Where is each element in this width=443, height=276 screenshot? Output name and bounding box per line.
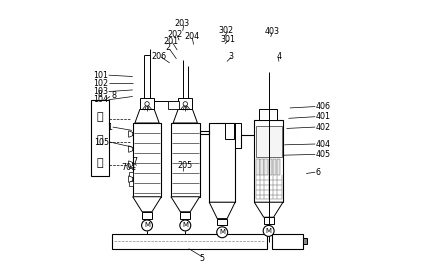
Text: 控: 控 — [97, 112, 103, 122]
Polygon shape — [173, 109, 198, 123]
Text: 器: 器 — [97, 158, 103, 168]
Circle shape — [217, 227, 228, 238]
Bar — [259, 109, 277, 120]
Circle shape — [142, 220, 152, 231]
Text: 105: 105 — [94, 138, 109, 147]
Text: 7: 7 — [133, 157, 138, 166]
Bar — [272, 233, 303, 249]
Polygon shape — [128, 146, 133, 152]
Polygon shape — [133, 197, 161, 212]
Text: 205: 205 — [177, 161, 192, 170]
Text: 405: 405 — [316, 150, 331, 159]
Bar — [256, 159, 260, 175]
Bar — [217, 219, 227, 225]
Text: 3: 3 — [229, 52, 233, 60]
Text: M: M — [266, 228, 272, 234]
Polygon shape — [135, 109, 159, 123]
Polygon shape — [128, 176, 133, 182]
Circle shape — [180, 220, 191, 231]
Bar — [254, 120, 283, 202]
Text: 401: 401 — [316, 112, 331, 121]
Text: 202: 202 — [167, 30, 183, 39]
Text: M: M — [183, 222, 188, 229]
Bar — [112, 233, 267, 249]
Text: 403: 403 — [264, 27, 280, 36]
Bar — [264, 159, 268, 175]
Text: 4: 4 — [276, 52, 281, 60]
Text: 103: 103 — [93, 87, 108, 96]
Bar — [209, 123, 235, 202]
Text: 102: 102 — [93, 79, 108, 88]
Text: 8: 8 — [111, 91, 117, 100]
Bar — [128, 163, 133, 168]
Circle shape — [145, 102, 149, 106]
Bar — [256, 126, 282, 157]
Bar — [225, 123, 234, 139]
Bar — [128, 181, 133, 186]
Polygon shape — [254, 202, 283, 217]
Polygon shape — [209, 202, 235, 219]
Bar — [268, 159, 272, 175]
Text: 404: 404 — [316, 139, 331, 148]
Bar — [140, 98, 154, 109]
Text: 制: 制 — [97, 135, 103, 145]
Bar — [171, 123, 200, 197]
Bar — [128, 172, 133, 177]
Text: M: M — [144, 222, 150, 229]
Bar — [168, 101, 179, 109]
Bar — [91, 100, 109, 176]
Text: M: M — [219, 229, 225, 235]
Text: 2: 2 — [166, 43, 171, 52]
Text: 104: 104 — [93, 95, 108, 104]
Circle shape — [263, 225, 274, 236]
Polygon shape — [171, 197, 200, 212]
Text: 8: 8 — [97, 90, 102, 99]
Text: 301: 301 — [220, 34, 235, 44]
Text: 5: 5 — [200, 254, 205, 263]
Bar — [273, 159, 276, 175]
Text: 302: 302 — [219, 26, 234, 34]
Text: 206: 206 — [151, 52, 166, 60]
Text: 402: 402 — [316, 123, 331, 132]
Text: 406: 406 — [316, 102, 331, 111]
Text: 203: 203 — [174, 19, 190, 28]
Circle shape — [183, 102, 187, 106]
Bar — [264, 217, 273, 224]
Bar — [277, 159, 280, 175]
Bar — [180, 212, 190, 219]
Bar — [303, 238, 307, 244]
Bar — [133, 123, 161, 197]
Bar — [178, 98, 192, 109]
Polygon shape — [128, 131, 133, 137]
Bar — [235, 123, 241, 148]
Text: 101: 101 — [93, 71, 108, 80]
Text: 201: 201 — [163, 36, 179, 46]
Text: 701: 701 — [121, 163, 136, 172]
Bar — [260, 159, 264, 175]
Bar — [142, 212, 152, 219]
Text: 1: 1 — [107, 123, 112, 132]
Text: 6: 6 — [316, 168, 321, 177]
Polygon shape — [128, 161, 133, 167]
Text: 204: 204 — [184, 32, 199, 41]
